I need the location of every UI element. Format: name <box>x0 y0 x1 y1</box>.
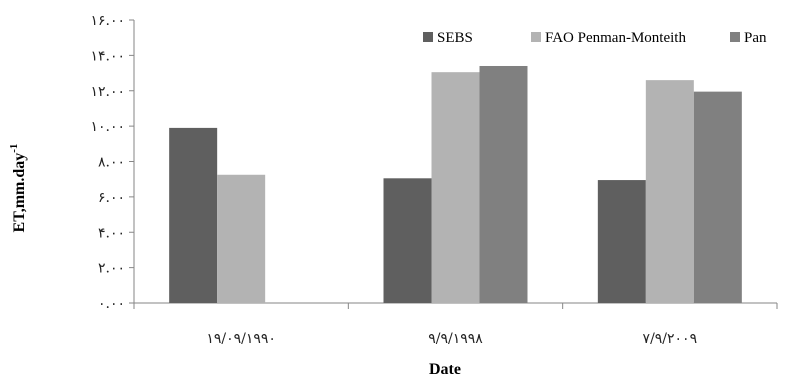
y-tick-label: ۶.۰۰ <box>98 190 125 206</box>
bar-fao-penman-monteith-2 <box>431 72 480 303</box>
bar-pan-2 <box>479 65 528 303</box>
y-axis-title: ET,mm.day-1 <box>8 144 28 233</box>
bar-sebs-2 <box>383 178 432 303</box>
y-tick-label: ۱۶.۰۰ <box>90 13 125 29</box>
bar-sebs-1 <box>169 127 218 303</box>
y-tick-label: ۲.۰۰ <box>98 261 125 277</box>
y-tick-label: ۱۰.۰۰ <box>90 119 125 135</box>
legend-swatch <box>531 32 541 42</box>
x-axis: ۱۹/۰۹/۱۹۹۰ ۹/۹/۱۹۹۸ ۷/۹/۲۰۰۹ <box>133 302 778 347</box>
y-axis: ۰.۰۰ ۲.۰۰ ۴.۰۰ ۶.۰۰ ۸.۰۰ ۱۰.۰۰ ۱۲.۰۰ ۱۴.۰۰ ۱۶.۰۰ <box>90 13 135 312</box>
bars <box>169 65 742 304</box>
y-tick-label: ۰.۰۰ <box>98 296 125 312</box>
x-axis-title: Date <box>429 361 461 378</box>
bar-fao-penman-monteith-1 <box>217 174 266 303</box>
y-tick-label: ۴.۰۰ <box>98 225 125 241</box>
x-tick-label: ۹/۹/۱۹۹۸ <box>428 331 483 347</box>
legend-label: Pan <box>744 30 767 46</box>
bar-sebs-3 <box>597 180 646 303</box>
bar-fao-penman-monteith-3 <box>645 80 694 303</box>
legend-swatch <box>423 32 433 42</box>
legend-label: SEBS <box>437 30 473 46</box>
y-axis-title-text: ET,mm.day <box>11 153 28 233</box>
x-tick-label: ۷/۹/۲۰۰۹ <box>643 331 698 347</box>
legend-swatch <box>730 32 740 42</box>
legend-label: FAO Penman-Monteith <box>545 30 686 46</box>
legend: SEBS FAO Penman-Monteith Pan <box>423 30 767 46</box>
y-tick-label: ۱۲.۰۰ <box>90 84 125 100</box>
bar-pan-3 <box>693 91 742 304</box>
y-tick-label: ۸.۰۰ <box>98 155 125 171</box>
x-tick-label: ۱۹/۰۹/۱۹۹۰ <box>206 331 276 347</box>
y-axis-title-superscript: -1 <box>8 144 20 153</box>
y-tick-label: ۱۴.۰۰ <box>90 48 125 64</box>
